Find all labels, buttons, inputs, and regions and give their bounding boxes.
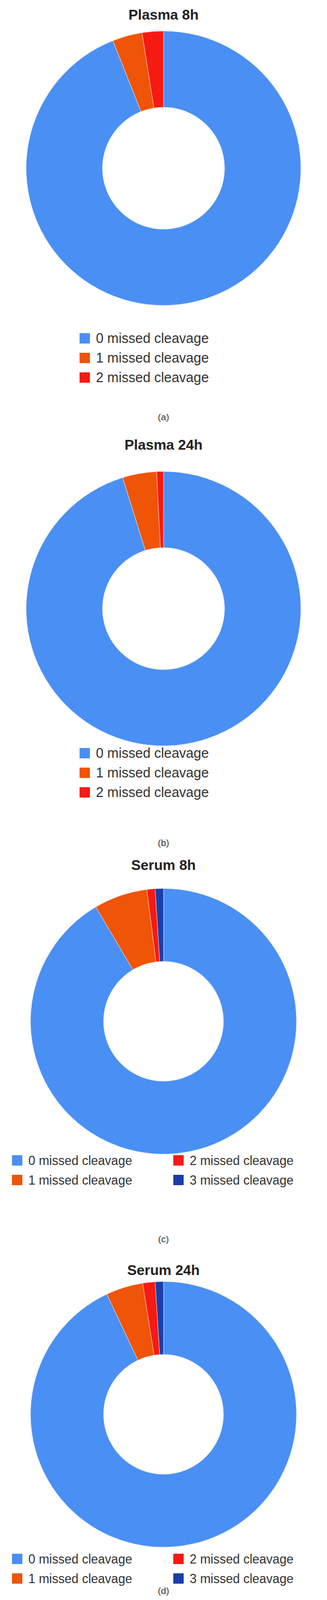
legend-swatch	[173, 1575, 184, 1586]
legend-swatch	[173, 1176, 184, 1187]
legend-label: 0 missed cleavage	[95, 330, 209, 347]
donut-slice	[142, 31, 164, 108]
legend-label: 1 missed cleavage	[28, 1573, 133, 1588]
legend-label: 0 missed cleavage	[95, 746, 209, 762]
figure: Plasma 8h 0 missed cleavage 1 missed cleav…	[0, 0, 327, 1600]
donut-slice	[30, 1282, 297, 1549]
panel-caption: (d)	[158, 1587, 170, 1598]
donut-slice	[30, 889, 297, 1156]
legend-swatch	[11, 1176, 23, 1187]
donut-slice	[26, 31, 301, 306]
panel-caption: (a)	[158, 412, 170, 423]
donut-slice	[26, 471, 301, 747]
donut-slice	[155, 889, 164, 963]
chart-title: Plasma 8h	[128, 6, 199, 23]
legend-swatch	[79, 353, 90, 364]
legend-label: 1 missed cleavage	[95, 350, 209, 366]
chart-title: Plasma 24h	[124, 437, 203, 454]
legend-swatch	[173, 1156, 184, 1167]
donut-panel: Plasma 8h 0 missed cleavage 1 missed cleav…	[26, 6, 301, 423]
legend: 0 missed cleavage 1 missed cleavage 2 miss…	[79, 746, 209, 801]
legend-label: 2 missed cleavage	[95, 370, 209, 386]
chart-title: Serum 8h	[131, 857, 197, 875]
legend-swatch	[79, 372, 90, 384]
donut-slice	[122, 471, 161, 551]
chart-title: Serum 24h	[127, 1263, 201, 1280]
donut-panel: Serum 24h 0 missed cleavage 1 missed cleav…	[11, 1263, 297, 1598]
panel-caption: (c)	[158, 1235, 169, 1246]
legend: 0 missed cleavage 1 missed cleavage 2 miss…	[79, 330, 209, 386]
donut-slice	[155, 1282, 164, 1356]
donut-slice	[95, 890, 156, 971]
legend-swatch	[11, 1555, 23, 1566]
legend-label: 3 missed cleavage	[189, 1174, 294, 1189]
legend-swatch	[79, 768, 90, 779]
legend: 0 missed cleavage 1 missed cleavage 2 miss…	[11, 1154, 294, 1189]
legend-swatch	[11, 1575, 23, 1586]
legend-swatch	[11, 1156, 23, 1167]
legend-label: 2 missed cleavage	[189, 1553, 294, 1568]
legend-swatch	[79, 333, 90, 344]
legend-swatch	[79, 788, 90, 799]
panel-caption: (b)	[158, 838, 170, 850]
legend: 0 missed cleavage 1 missed cleavage 2 miss…	[11, 1553, 294, 1588]
legend-label: 1 missed cleavage	[28, 1174, 133, 1189]
legend-label: 3 missed cleavage	[189, 1573, 294, 1588]
legend-swatch	[173, 1555, 184, 1566]
legend-label: 1 missed cleavage	[95, 765, 209, 781]
donut-slice	[156, 471, 164, 549]
legend-label: 0 missed cleavage	[28, 1553, 133, 1568]
donut-panel: Plasma 24h 0 missed cleavage 1 missed clea…	[26, 437, 301, 850]
legend-label: 0 missed cleavage	[28, 1154, 133, 1170]
legend-label: 2 missed cleavage	[189, 1154, 294, 1170]
legend-swatch	[79, 748, 90, 760]
legend-label: 2 missed cleavage	[95, 785, 209, 801]
donut-panel: Serum 8h 0 missed cleavage 1 missed cleava…	[11, 857, 297, 1246]
